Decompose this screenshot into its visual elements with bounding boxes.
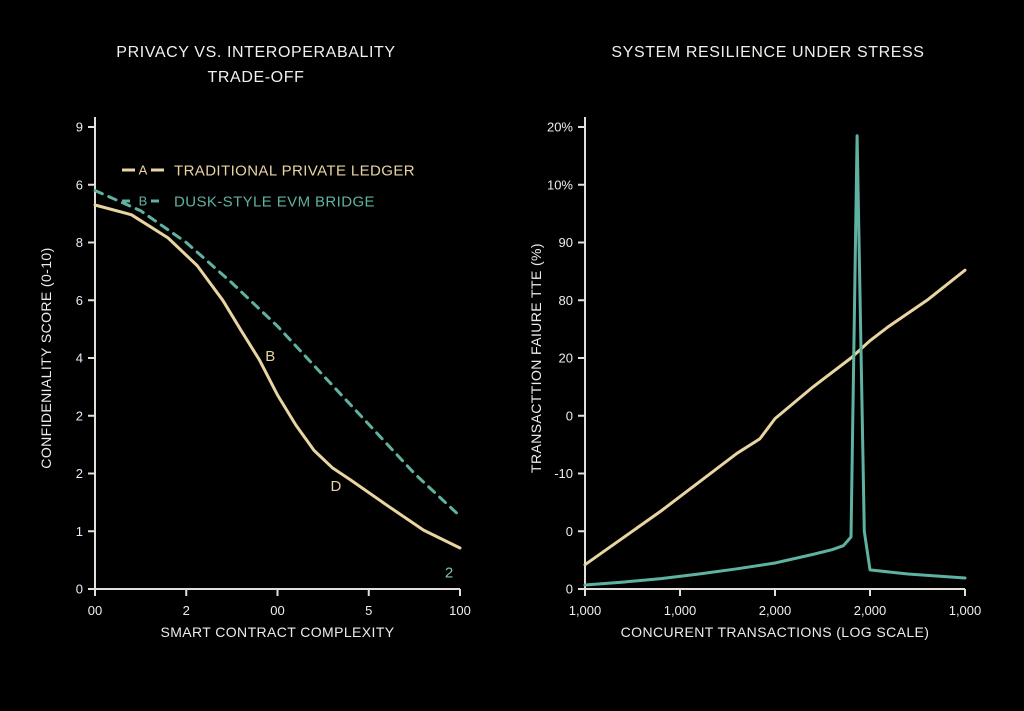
y-tick-label: 0 xyxy=(566,524,573,539)
privacy-tradeoff-chart: 0 1 2 2 4 6 8 6 9 00 2 00 5 100 CONFIDENIALITY SCORE (… xyxy=(38,117,471,640)
system-resilience-title: SYSTEM RESILIENCE UNDER STRESS xyxy=(611,44,925,61)
annotation-label: B xyxy=(265,348,275,365)
x-tick-label: 00 xyxy=(270,603,284,618)
y-tick-label: 20 xyxy=(559,351,573,366)
legend-label: DUSK-STYLE EVM BRIDGE xyxy=(174,193,375,210)
privacy-tradeoff-card: PRIVACY VS. INTEROPERABALITY TRADE-OFF 0… xyxy=(38,44,471,640)
y-tick-label: 1 xyxy=(76,524,83,539)
x-tick-label: 2,000 xyxy=(854,603,887,618)
system-resilience-card: SYSTEM RESILIENCE UNDER STRESS 0 0 -10 0 20 8… xyxy=(512,0,1024,711)
y-tick-label: 20% xyxy=(547,120,573,135)
x-tick-label: 100 xyxy=(449,603,471,618)
series-line-series-tan xyxy=(583,268,967,567)
y-tick-label: 10% xyxy=(547,177,573,192)
y-tick-label: 4 xyxy=(76,351,83,366)
y-tick-label: 80 xyxy=(559,293,573,308)
y-tick-label: 2 xyxy=(76,466,83,481)
legend-marker-letter: A xyxy=(139,163,148,178)
x-tick-label: 5 xyxy=(365,603,372,618)
legend-marker-letter: B xyxy=(139,194,148,209)
x-tick-label: 00 xyxy=(88,603,102,618)
legend-item-b: B DUSK-STYLE EVM BRIDGE xyxy=(122,193,375,210)
y-tick-label: 2 xyxy=(76,408,83,423)
system-resilience-chart: 0 0 -10 0 20 80 90 10% 20% 1,000 1,000 2,000 2,000 1,… xyxy=(528,117,982,640)
y-tick-label: 6 xyxy=(76,177,83,192)
y-tick-label: 8 xyxy=(76,235,83,250)
y-tick-label: 0 xyxy=(566,408,573,423)
x-axis-label: CONCURENT TRANSACTIONS (LOG SCALE) xyxy=(621,624,930,640)
x-tick-label: 2 xyxy=(183,603,190,618)
y-axis-label: TRANSACTTION FAIURE TTE (%) xyxy=(528,243,544,473)
series-line-traditional-private-ledger xyxy=(93,203,462,550)
series-line-series-teal xyxy=(583,134,967,587)
x-tick-label: 1,000 xyxy=(949,603,982,618)
x-tick-label: 2,000 xyxy=(759,603,792,618)
y-tick-label: 90 xyxy=(559,235,573,250)
x-tick-label: 1,000 xyxy=(569,603,602,618)
annotation-label: D xyxy=(330,478,341,495)
y-tick-label: 6 xyxy=(76,293,83,308)
x-tick-label: 1,000 xyxy=(664,603,697,618)
y-tick-label: -10 xyxy=(554,466,573,481)
privacy-tradeoff-title: PRIVACY VS. INTEROPERABALITY TRADE-OFF xyxy=(116,44,396,86)
legend-label: TRADITIONAL PRIVATE LEDGER xyxy=(174,162,415,179)
x-axis-label: SMART CONTRACT COMPLEXITY xyxy=(160,624,394,640)
series-line-dusk-style-evm-bridge xyxy=(93,189,462,518)
y-tick-label: 9 xyxy=(76,120,83,135)
annotation-label: 2 xyxy=(445,564,453,581)
legend-item-a: A TRADITIONAL PRIVATE LEDGER xyxy=(122,162,415,179)
y-axis-label: CONFIDENIALITY SCORE (0-10) xyxy=(38,247,54,468)
y-tick-label: 0 xyxy=(76,582,83,597)
y-tick-label: 0 xyxy=(566,582,573,597)
